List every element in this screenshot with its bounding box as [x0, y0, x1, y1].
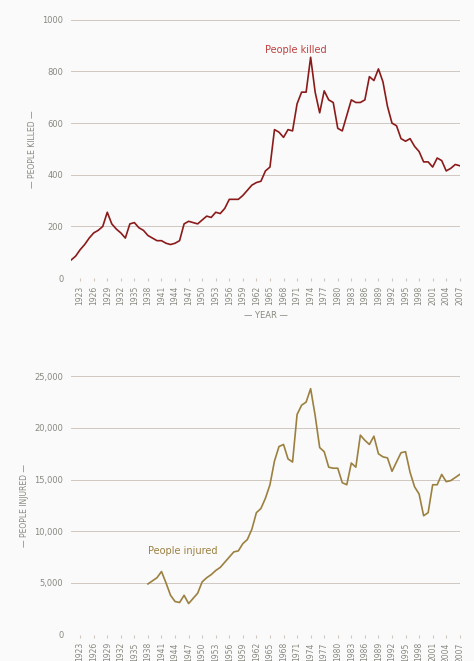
- Text: People killed: People killed: [265, 46, 327, 56]
- Text: People injured: People injured: [148, 546, 218, 556]
- X-axis label: — YEAR —: — YEAR —: [244, 311, 287, 320]
- Y-axis label: — PEOPLE INJURED —: — PEOPLE INJURED —: [20, 464, 29, 547]
- Y-axis label: — PEOPLE KILLED —: — PEOPLE KILLED —: [28, 110, 37, 188]
